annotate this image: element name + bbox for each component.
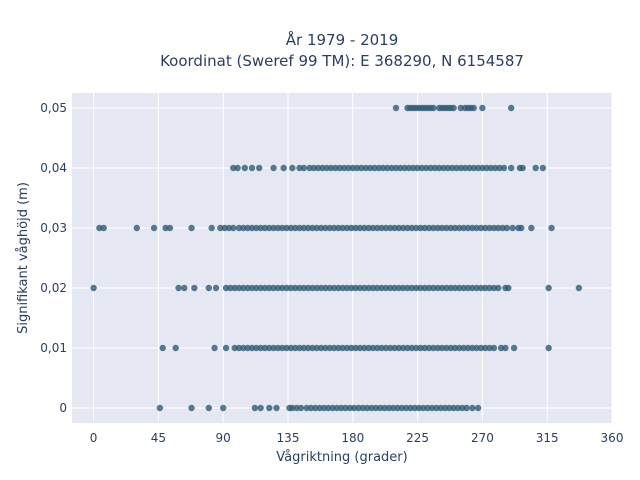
y-tick-label: 0,03 <box>40 221 67 235</box>
scatter-point <box>545 284 552 292</box>
scatter-point <box>273 404 280 412</box>
scatter-point <box>509 224 516 232</box>
y-axis-ticks: 0 0,01 0,02 0,03 0,04 0,05 <box>40 101 67 415</box>
y-tick-label: 0,05 <box>40 101 67 115</box>
x-tick-label: 45 <box>151 431 166 445</box>
scatter-point <box>289 164 296 172</box>
scatter-point <box>500 164 508 172</box>
scatter-point <box>257 404 264 412</box>
scatter-point <box>100 224 107 232</box>
x-axis-title: Vågriktning (grader) <box>276 450 407 465</box>
scatter-point <box>208 224 215 232</box>
scatter-point <box>470 104 477 112</box>
x-axis-ticks: 0 45 90 135 180 225 270 315 360 <box>90 431 624 445</box>
scatter-point <box>191 284 198 292</box>
scatter-point <box>241 164 248 172</box>
scatter-point <box>502 344 509 352</box>
scatter-point <box>159 344 166 352</box>
scatter-point <box>256 164 263 172</box>
scatter-point <box>205 404 212 412</box>
x-tick-label: 270 <box>471 431 494 445</box>
y-tick-label: 0 <box>59 401 67 415</box>
scatter-point <box>166 224 174 232</box>
scatter-point <box>150 224 158 232</box>
scatter-point <box>495 284 502 292</box>
scatter-point <box>545 344 552 352</box>
chart-subtitle: Koordinat (Sweref 99 TM): E 368290, N 61… <box>160 52 524 70</box>
scatter-point <box>175 284 182 292</box>
scatter-point <box>211 344 218 352</box>
scatter-point <box>297 404 305 412</box>
scatter-point <box>450 104 457 112</box>
scatter-point <box>505 284 512 292</box>
plot-area <box>72 93 612 423</box>
scatter-point <box>575 284 583 292</box>
y-tick-label: 0,01 <box>40 341 67 355</box>
scatter-point <box>251 404 259 412</box>
x-tick-label: 315 <box>536 431 559 445</box>
scatter-point <box>300 164 308 172</box>
scatter-point <box>172 344 179 352</box>
scatter-point <box>205 284 212 292</box>
scatter-point <box>510 344 518 352</box>
scatter-point <box>430 104 437 112</box>
chart-title: År 1979 - 2019 <box>286 30 399 49</box>
y-tick-label: 0,04 <box>40 161 67 175</box>
scatter-point <box>528 224 535 232</box>
scatter-point <box>133 224 140 232</box>
scatter-point <box>474 404 482 412</box>
scatter-point <box>188 224 195 232</box>
scatter-point <box>548 224 555 232</box>
scatter-point <box>503 224 511 232</box>
scatter-point <box>392 104 400 112</box>
scatter-point <box>508 104 515 112</box>
scatter-point <box>234 164 241 172</box>
x-tick-label: 135 <box>277 431 300 445</box>
scatter-point <box>220 404 227 412</box>
scatter-point <box>469 404 476 412</box>
scatter-point <box>490 344 498 352</box>
scatter-point <box>181 284 188 292</box>
scatter-point <box>248 164 256 172</box>
scatter-point <box>532 164 539 172</box>
scatter-point <box>463 404 470 412</box>
scatter-point <box>270 164 277 172</box>
scatter-point <box>212 284 220 292</box>
y-tick-label: 0,02 <box>40 281 67 295</box>
scatter-point <box>266 404 273 412</box>
scatter-point <box>222 344 230 352</box>
x-tick-label: 360 <box>601 431 624 445</box>
scatter-point <box>156 404 164 412</box>
x-tick-label: 180 <box>341 431 364 445</box>
scatter-point <box>508 164 515 172</box>
scatter-point <box>188 404 195 412</box>
scatter-point <box>539 164 547 172</box>
scatter-point <box>230 224 237 232</box>
y-axis-title: Signifikant våghöjd (m) <box>16 182 31 334</box>
scatter-point <box>518 224 525 232</box>
data-points <box>90 104 583 412</box>
scatter-point <box>479 104 486 112</box>
x-tick-label: 90 <box>216 431 231 445</box>
scatter-point <box>519 164 526 172</box>
x-tick-label: 0 <box>90 431 98 445</box>
scatter-point <box>90 284 97 292</box>
x-tick-label: 225 <box>406 431 429 445</box>
scatter-point <box>280 164 287 172</box>
